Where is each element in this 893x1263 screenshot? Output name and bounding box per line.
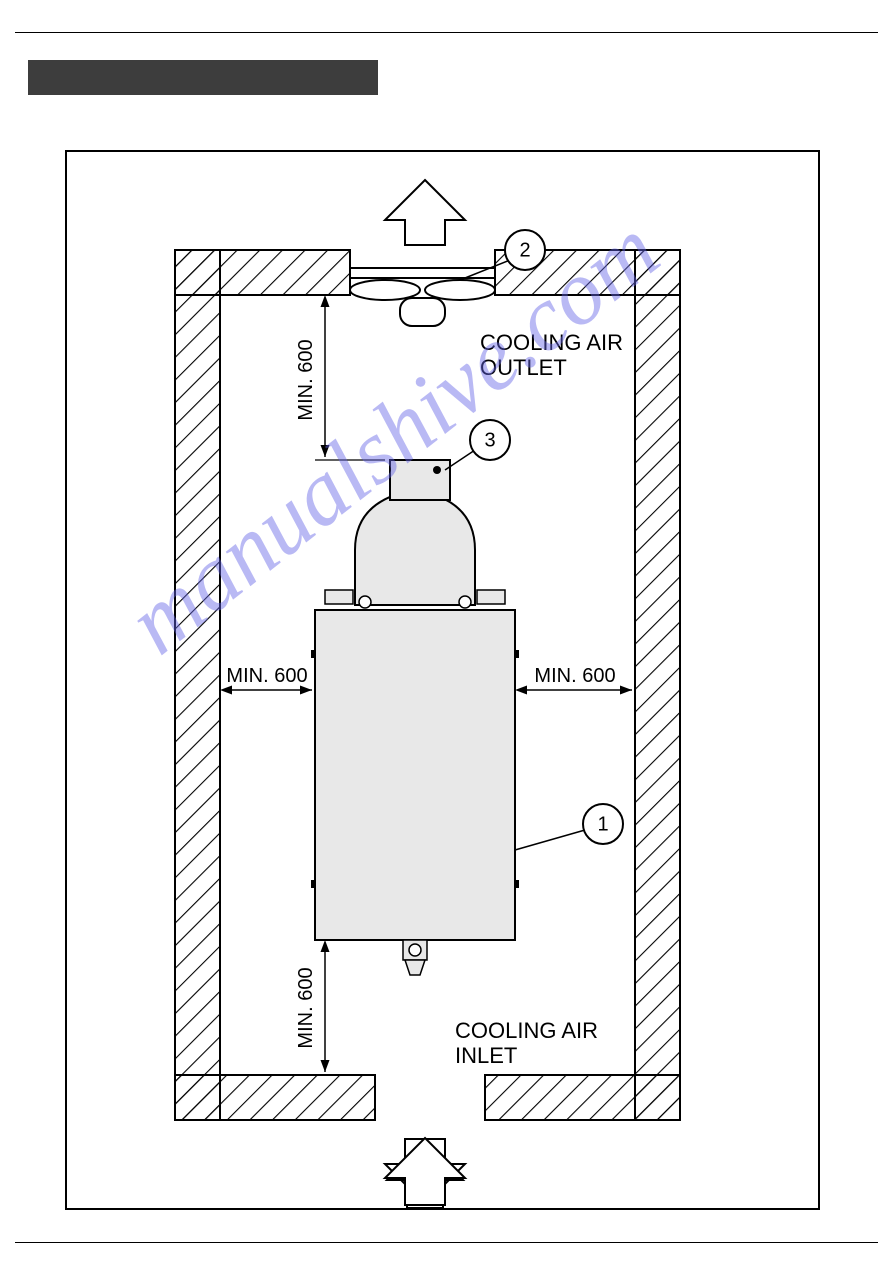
inlet-label-line2: INLET: [455, 1043, 517, 1068]
callout-3-label: 3: [484, 429, 495, 451]
dim-right-label: MIN. 600: [534, 665, 615, 687]
section-header-bar: [28, 60, 378, 95]
top-horizontal-rule: [15, 32, 878, 33]
callout-1: 1: [515, 804, 623, 850]
dim-top-label: MIN. 600: [295, 339, 317, 420]
outlet-label-line1: COOLING AIR: [480, 330, 623, 355]
outlet-label-line2: OUTLET: [480, 355, 567, 380]
fan-assembly: [350, 268, 495, 326]
installation-diagram: MIN. 600 MIN. 600 MIN. 600 MIN. 600 2 3 …: [65, 150, 820, 1210]
dimension-left: MIN. 600: [220, 665, 315, 695]
callout-1-label: 1: [597, 813, 608, 835]
dimension-bottom: MIN. 600: [295, 940, 335, 1075]
equipment-unit: [311, 460, 519, 975]
dim-bottom-label: MIN. 600: [295, 967, 317, 1048]
callout-2-label: 2: [519, 239, 530, 261]
arrow-inlet-icon: [385, 1138, 465, 1205]
bottom-horizontal-rule: [15, 1242, 878, 1243]
callout-3: 3: [445, 420, 510, 470]
arrow-outlet-icon: [385, 180, 465, 245]
dimension-top: MIN. 600: [295, 295, 385, 460]
dimension-right: MIN. 600: [515, 665, 635, 695]
inlet-label-line1: COOLING AIR: [455, 1018, 598, 1043]
dim-left-label: MIN. 600: [226, 665, 307, 687]
